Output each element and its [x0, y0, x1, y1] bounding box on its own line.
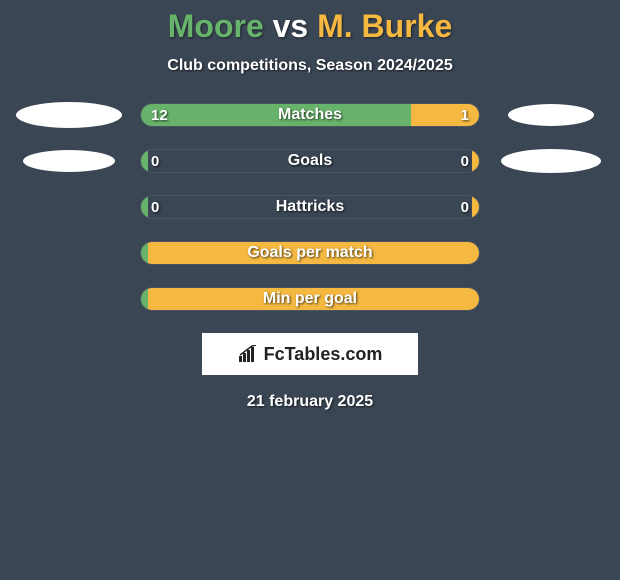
player1-ellipse: [16, 102, 122, 128]
chart-icon: [238, 345, 260, 363]
stat-row: Hattricks0 0: [0, 195, 620, 219]
stat-row: Min per goal: [0, 287, 620, 311]
bar-value-left: 0: [151, 150, 159, 172]
subtitle: Club competitions, Season 2024/2025: [0, 57, 620, 75]
bar-label: Min per goal: [141, 288, 479, 310]
stat-bar: Hattricks0 0: [140, 195, 480, 219]
bar-label: Goals per match: [141, 242, 479, 264]
comparison-infographic: Moore vs M. Burke Club competitions, Sea…: [0, 0, 620, 411]
bar-value-right: 1: [461, 104, 469, 126]
logo-text: FcTables.com: [264, 344, 383, 365]
player1-name: Moore: [168, 8, 264, 44]
right-shape-slot: [498, 104, 604, 126]
bars-container: Matches121Goals00Hattricks00Goals per ma…: [0, 103, 620, 311]
logo-box: FcTables.com: [202, 333, 418, 375]
stat-bar: Goals per match: [140, 241, 480, 265]
page-title: Moore vs M. Burke: [0, 8, 620, 45]
player1-ellipse: [23, 150, 115, 172]
bar-value-left: 0: [151, 196, 159, 218]
stat-row: Matches12 1: [0, 103, 620, 127]
bar-label: Hattricks: [141, 196, 479, 218]
stat-bar: Matches12 1: [140, 103, 480, 127]
left-shape-slot: [16, 150, 122, 172]
bar-label: Goals: [141, 150, 479, 172]
stat-bar: Min per goal: [140, 287, 480, 311]
date: 21 february 2025: [0, 393, 620, 411]
stat-row: Goals0 0: [0, 149, 620, 173]
stat-bar: Goals0 0: [140, 149, 480, 173]
bar-label: Matches: [141, 104, 479, 126]
logo: FcTables.com: [238, 344, 383, 365]
player2-name: M. Burke: [317, 8, 452, 44]
bar-value-right: 0: [461, 196, 469, 218]
bar-value-right: 0: [461, 150, 469, 172]
player2-ellipse: [501, 149, 601, 173]
vs-text: vs: [273, 8, 309, 44]
bar-value-left: 12: [151, 104, 168, 126]
stat-row: Goals per match: [0, 241, 620, 265]
player2-ellipse: [508, 104, 594, 126]
left-shape-slot: [16, 102, 122, 128]
right-shape-slot: [498, 149, 604, 173]
